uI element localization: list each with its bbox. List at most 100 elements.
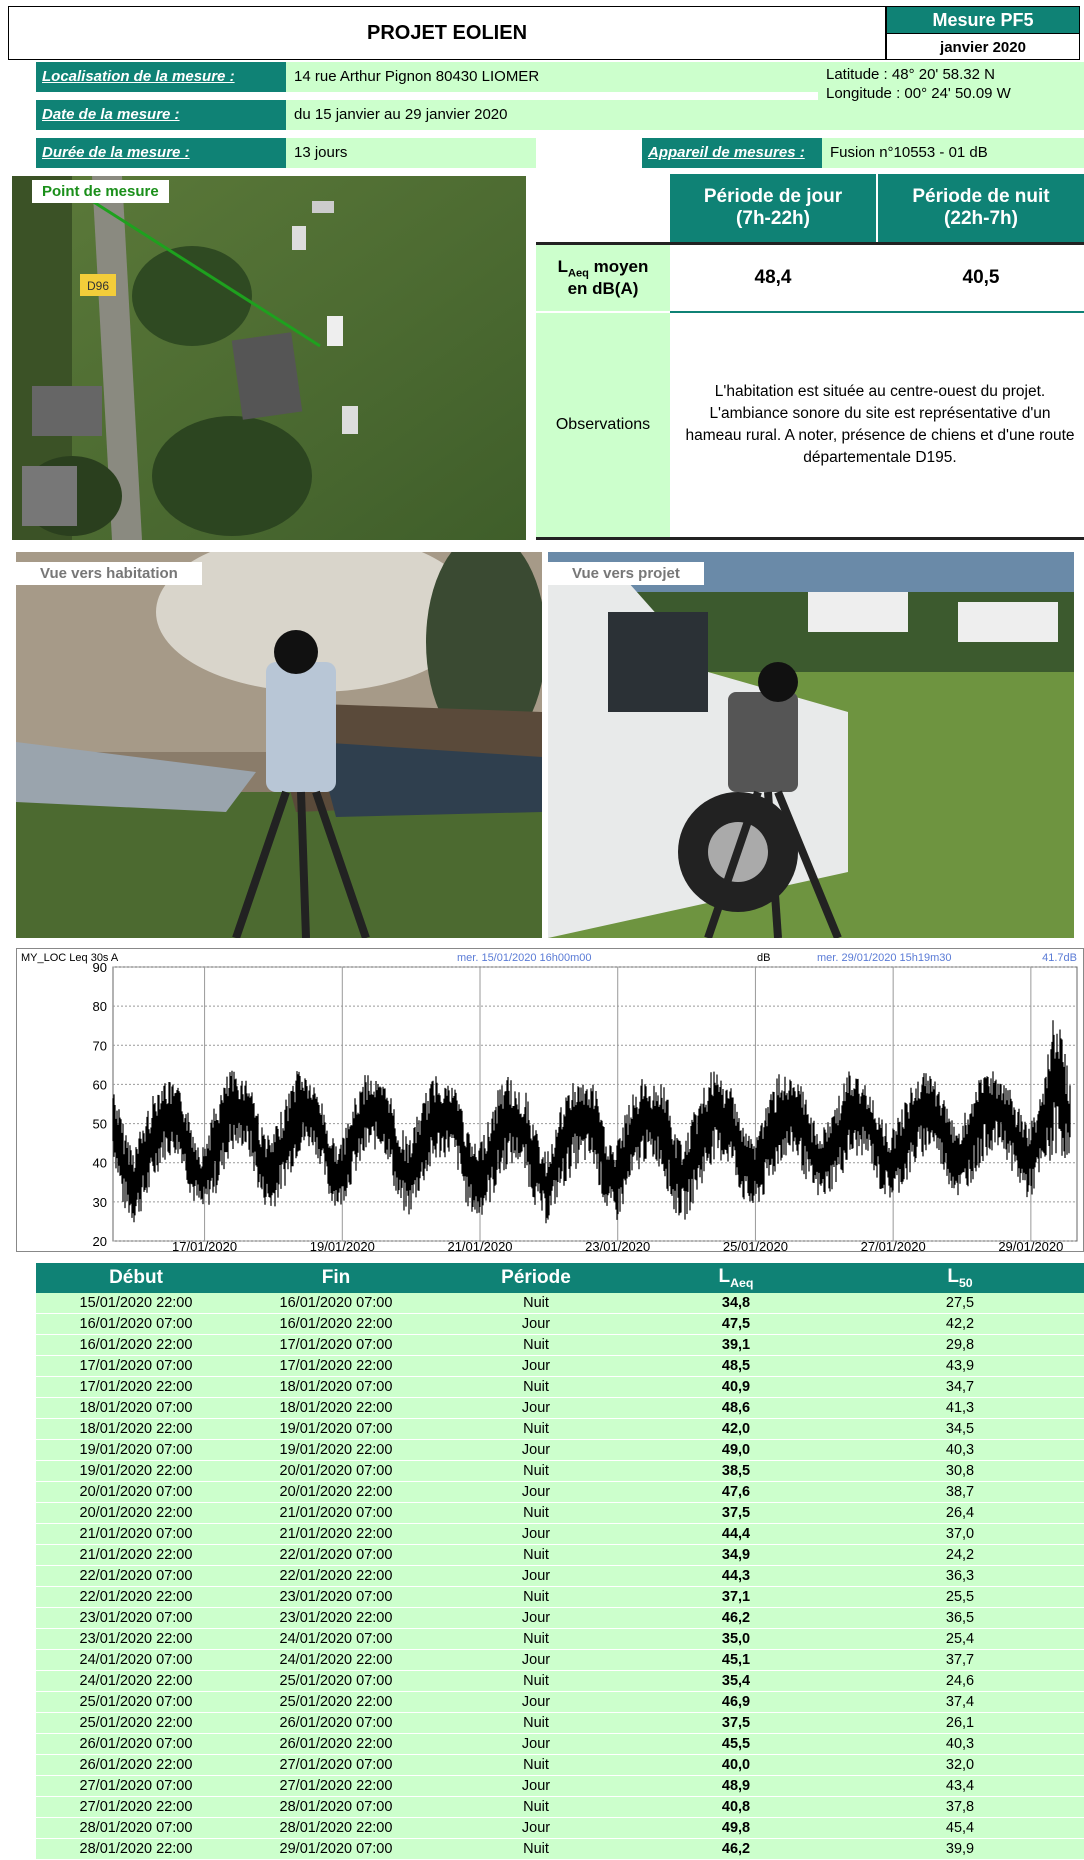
cell-debut: 27/01/2020 22:00 <box>36 1796 236 1818</box>
table-row: 18/01/2020 07:00 18/01/2020 22:00 Jour 48,6… <box>36 1397 1084 1419</box>
cell-periode: Jour <box>436 1607 636 1629</box>
cell-l50: 26,1 <box>836 1712 1084 1734</box>
x-tick-label: 23/01/2020 <box>585 1239 650 1251</box>
measurements-table: Début Fin Période LAeq L50 15/01/2020 22… <box>36 1263 1084 1860</box>
duree-label: Durée de la mesure : <box>36 138 286 168</box>
divider <box>536 242 1084 245</box>
photo-habitation-caption: Vue vers habitation <box>16 562 202 585</box>
cell-l50: 30,8 <box>836 1460 1084 1482</box>
measure-id-box: Mesure PF5 janvier 2020 <box>886 6 1080 60</box>
cell-debut: 27/01/2020 07:00 <box>36 1775 236 1797</box>
chart-end-label: mer. 29/01/2020 15h19m30 <box>817 952 952 964</box>
cell-laeq: 35,4 <box>636 1670 836 1692</box>
cell-debut: 19/01/2020 22:00 <box>36 1460 236 1482</box>
cell-laeq: 46,2 <box>636 1607 836 1629</box>
table-row: 26/01/2020 07:00 26/01/2020 22:00 Jour 45,5… <box>36 1733 1084 1755</box>
cell-debut: 16/01/2020 07:00 <box>36 1313 236 1335</box>
col-debut: Début <box>36 1263 236 1293</box>
cell-periode: Nuit <box>436 1670 636 1692</box>
cell-debut: 17/01/2020 07:00 <box>36 1355 236 1377</box>
cell-laeq: 37,1 <box>636 1586 836 1608</box>
col-l50: L50 <box>836 1263 1084 1293</box>
cell-debut: 20/01/2020 07:00 <box>36 1481 236 1503</box>
cell-fin: 20/01/2020 22:00 <box>236 1481 436 1503</box>
divider-bottom <box>536 537 1084 540</box>
cell-periode: Nuit <box>436 1376 636 1398</box>
cell-debut: 20/01/2020 22:00 <box>36 1502 236 1524</box>
col-l50-sub: 50 <box>958 1275 973 1290</box>
table-row: 24/01/2020 07:00 24/01/2020 22:00 Jour 45,1… <box>36 1649 1084 1671</box>
cell-periode: Jour <box>436 1691 636 1713</box>
cell-l50: 45,4 <box>836 1817 1084 1839</box>
y-tick-label: 50 <box>93 1117 107 1132</box>
jour-header-line1: Période de jour <box>703 186 843 207</box>
cell-laeq: 38,5 <box>636 1460 836 1482</box>
appareil-value: Fusion n°10553 - 01 dB <box>822 138 1084 168</box>
table-row: 24/01/2020 22:00 25/01/2020 07:00 Nuit 35,4… <box>36 1670 1084 1692</box>
cell-laeq: 49,8 <box>636 1817 836 1839</box>
duree-spacer <box>536 138 642 168</box>
table-header-row: Début Fin Période LAeq L50 <box>36 1263 1084 1293</box>
laeq-line2: en dB(A) <box>567 279 639 299</box>
cell-fin: 28/01/2020 22:00 <box>236 1817 436 1839</box>
cell-debut: 21/01/2020 07:00 <box>36 1523 236 1545</box>
report-title: PROJET EOLIEN <box>8 6 886 60</box>
table-row: 27/01/2020 22:00 28/01/2020 07:00 Nuit 40,8… <box>36 1796 1084 1818</box>
cell-laeq: 42,0 <box>636 1418 836 1440</box>
cell-laeq: 49,0 <box>636 1439 836 1461</box>
cell-debut: 23/01/2020 07:00 <box>36 1607 236 1629</box>
cell-fin: 17/01/2020 22:00 <box>236 1355 436 1377</box>
cell-debut: 18/01/2020 22:00 <box>36 1418 236 1440</box>
cell-periode: Nuit <box>436 1544 636 1566</box>
cell-debut: 15/01/2020 22:00 <box>36 1293 236 1314</box>
cell-l50: 38,7 <box>836 1481 1084 1503</box>
cell-debut: 24/01/2020 22:00 <box>36 1670 236 1692</box>
cell-periode: Nuit <box>436 1418 636 1440</box>
cell-l50: 39,9 <box>836 1838 1084 1860</box>
cell-periode: Jour <box>436 1565 636 1587</box>
cell-laeq: 47,6 <box>636 1481 836 1503</box>
table-row: 22/01/2020 22:00 23/01/2020 07:00 Nuit 37,1… <box>36 1586 1084 1608</box>
cell-fin: 22/01/2020 22:00 <box>236 1565 436 1587</box>
jour-laeq-value: 48,4 <box>754 267 792 288</box>
y-tick-label: 70 <box>93 1038 107 1053</box>
localisation-value: 14 rue Arthur Pignon 80430 LIOMER <box>286 62 816 92</box>
photo-habitation: Vue vers habitation <box>16 552 542 938</box>
cell-fin: 26/01/2020 07:00 <box>236 1712 436 1734</box>
cell-fin: 21/01/2020 22:00 <box>236 1523 436 1545</box>
table-row: 28/01/2020 22:00 29/01/2020 07:00 Nuit 46,2… <box>36 1838 1084 1860</box>
y-tick-label: 80 <box>93 999 107 1014</box>
cell-l50: 43,9 <box>836 1355 1084 1377</box>
localisation-label: Localisation de la mesure : <box>36 62 286 92</box>
cell-l50: 36,3 <box>836 1565 1084 1587</box>
cell-debut: 16/01/2020 22:00 <box>36 1334 236 1356</box>
longitude: Longitude : 00° 24' 50.09 W <box>826 85 1011 102</box>
cell-periode: Jour <box>436 1355 636 1377</box>
cell-laeq: 45,1 <box>636 1649 836 1671</box>
cell-periode: Nuit <box>436 1586 636 1608</box>
photo-projet-caption: Vue vers projet <box>548 562 704 585</box>
cell-periode: Jour <box>436 1439 636 1461</box>
table-row: 27/01/2020 07:00 27/01/2020 22:00 Jour 48,9… <box>36 1775 1084 1797</box>
cell-debut: 22/01/2020 22:00 <box>36 1586 236 1608</box>
cell-laeq: 46,9 <box>636 1691 836 1713</box>
duree-row: Durée de la mesure : 13 jours Appareil d… <box>36 138 1084 168</box>
cell-debut: 24/01/2020 07:00 <box>36 1649 236 1671</box>
table-row: 28/01/2020 07:00 28/01/2020 22:00 Jour 49,8… <box>36 1817 1084 1839</box>
coordinates: Latitude : 48° 20' 58.32 N Longitude : 0… <box>818 62 1084 130</box>
cell-laeq: 40,0 <box>636 1754 836 1776</box>
cell-periode: Jour <box>436 1817 636 1839</box>
cell-debut: 26/01/2020 07:00 <box>36 1733 236 1755</box>
cell-laeq: 44,4 <box>636 1523 836 1545</box>
cell-fin: 25/01/2020 22:00 <box>236 1691 436 1713</box>
cell-fin: 27/01/2020 22:00 <box>236 1775 436 1797</box>
cell-debut: 22/01/2020 07:00 <box>36 1565 236 1587</box>
cell-fin: 18/01/2020 22:00 <box>236 1397 436 1419</box>
nuit-laeq-value: 40,5 <box>962 267 1000 288</box>
latitude: Latitude : 48° 20' 58.32 N <box>826 66 995 83</box>
table-row: 19/01/2020 07:00 19/01/2020 22:00 Jour 49,0… <box>36 1439 1084 1461</box>
cell-periode: Nuit <box>436 1334 636 1356</box>
laeq-sub: Aeq <box>567 267 589 280</box>
nuit-header: Période de nuit (22h-7h) <box>878 174 1084 242</box>
table-row: 21/01/2020 07:00 21/01/2020 22:00 Jour 44,4… <box>36 1523 1084 1545</box>
